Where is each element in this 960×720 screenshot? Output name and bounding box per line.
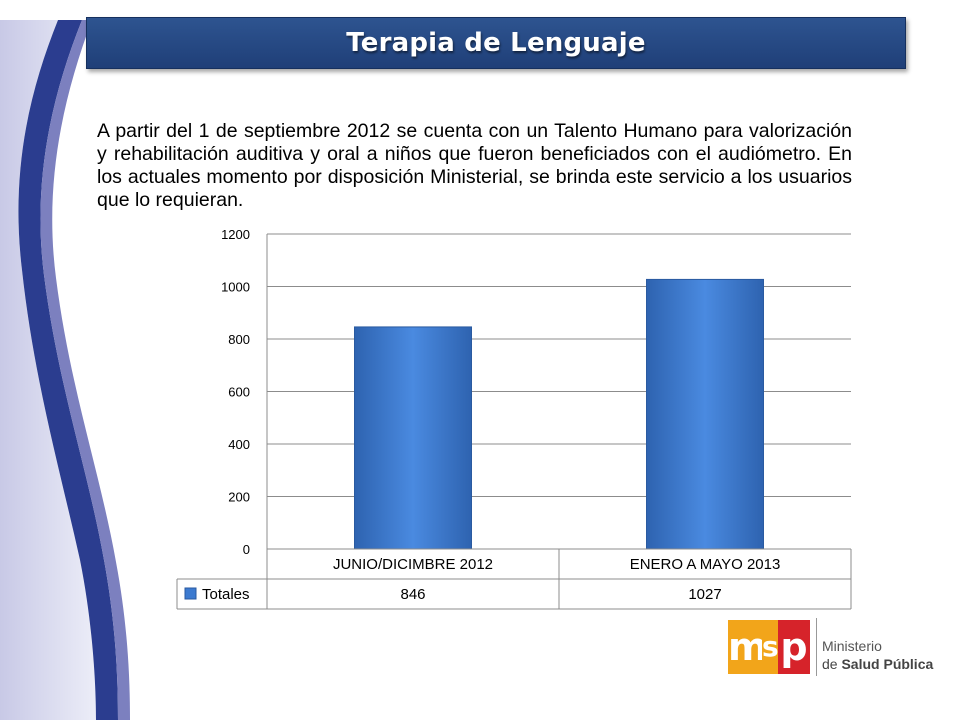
- legend-series-name: Totales: [202, 586, 250, 603]
- x-category-label: ENERO A MAYO 2013: [630, 556, 781, 573]
- bar: [646, 278, 764, 550]
- y-tick-label: 1200: [221, 227, 250, 242]
- ministerio-logo: m s p Ministerio de Salud Pública: [728, 614, 948, 680]
- y-tick-label: 200: [228, 490, 250, 505]
- data-table-value: 846: [400, 586, 425, 603]
- bar: [354, 326, 472, 550]
- logo-line2: de Salud Pública: [822, 656, 934, 672]
- data-table-value: 1027: [688, 586, 721, 603]
- legend-key: [184, 587, 197, 600]
- body-paragraph: A partir del 1 de septiembre 2012 se cue…: [97, 120, 852, 211]
- y-tick-label: 400: [228, 437, 250, 452]
- y-tick-label: 1000: [221, 280, 250, 295]
- y-tick-label: 600: [228, 385, 250, 400]
- title-bar: Terapia de Lenguaje: [86, 17, 906, 69]
- y-tick-label: 800: [228, 332, 250, 347]
- y-tick-label: 0: [243, 542, 250, 557]
- x-category-label: JUNIO/DICIMBRE 2012: [333, 556, 493, 573]
- slide-title: Terapia de Lenguaje: [346, 28, 646, 58]
- logo-line1: Ministerio: [822, 638, 882, 654]
